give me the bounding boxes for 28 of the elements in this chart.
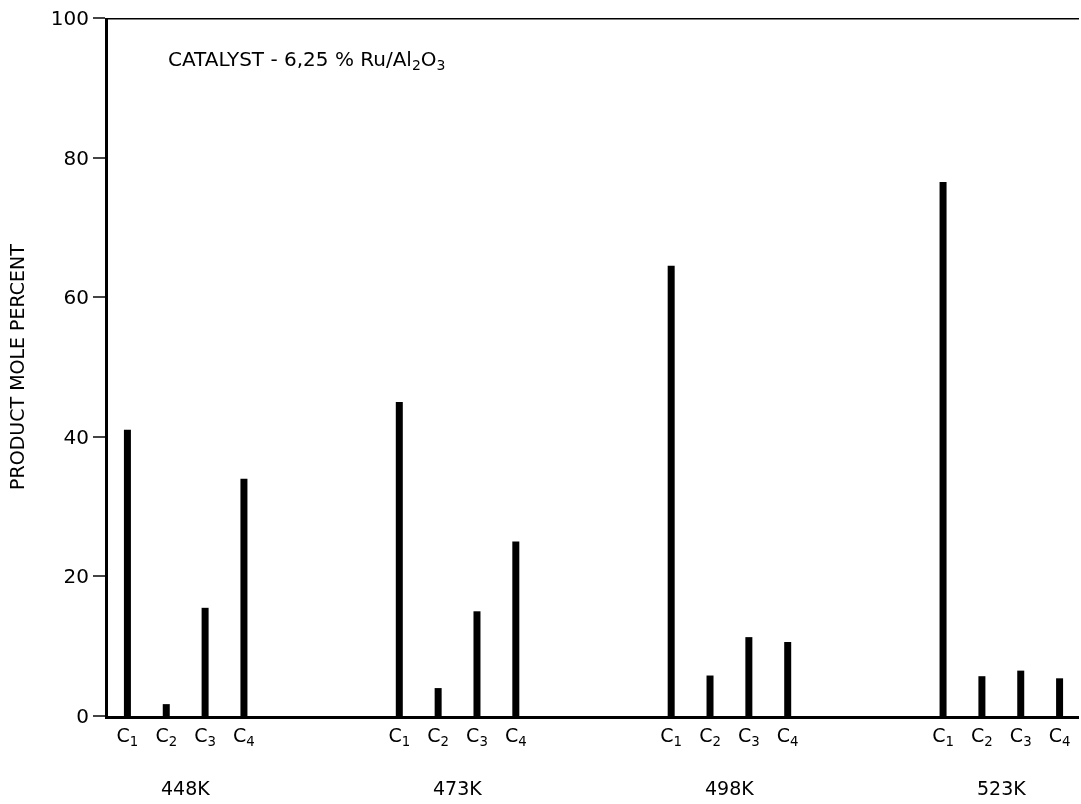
x-tick-label: C$_{3}$ [737, 723, 760, 749]
y-tick-label: 80 [63, 145, 89, 170]
x-tick-label: C$_{2}$ [155, 723, 178, 749]
text: 448K [161, 777, 211, 799]
y-tick-label: 100 [50, 6, 89, 30]
text: 473K [433, 777, 483, 799]
y-tick-label: 60 [63, 285, 89, 310]
y-tick-label: 0 [76, 704, 89, 728]
x-tick-label: C$_{2}$ [427, 723, 450, 749]
x-tick-label: C$_{4}$ [504, 723, 527, 749]
x-tick-label: C$_{1}$ [932, 723, 954, 749]
x-tick-label: C$_{4}$ [776, 723, 799, 749]
x-tick-label: C$_{1}$ [660, 723, 683, 749]
x-tick-label: C$_{3}$ [466, 723, 488, 749]
x-tick-label: C$_{4}$ [233, 723, 255, 749]
text: 523K [977, 777, 1027, 799]
x-tick-label: C$_{4}$ [1048, 723, 1071, 749]
x-tick-label: C$_{1}$ [116, 723, 139, 749]
y-axis-title: PRODUCT MOLE PERCENT [5, 243, 28, 490]
x-tick-label: C$_{2}$ [699, 723, 721, 749]
x-tick-label: C$_{1}$ [388, 723, 411, 749]
x-tick-label: C$_{3}$ [194, 723, 216, 749]
x-tick-label: C$_{3}$ [1009, 723, 1032, 749]
y-tick-label: 40 [63, 424, 89, 449]
y-tick-label: 20 [63, 564, 89, 589]
text: 498K [705, 777, 755, 799]
x-tick-label: C$_{2}$ [971, 723, 993, 749]
text: CATALYST - 6,25 % Ru/Al$_{2}$O$_{3}$ [168, 47, 446, 74]
